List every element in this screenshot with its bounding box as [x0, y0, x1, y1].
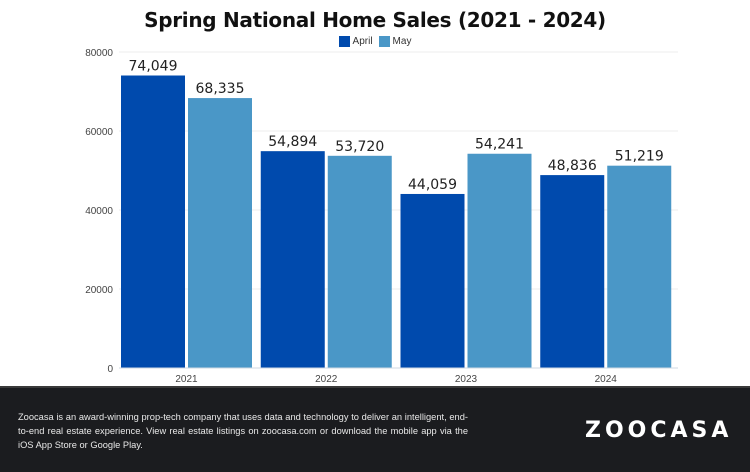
data-label: 51,219 — [615, 149, 664, 165]
footer: Zoocasa is an award-winning prop-tech co… — [0, 386, 750, 472]
y-tick-label: 60000 — [85, 127, 113, 138]
y-tick-label: 80000 — [85, 48, 113, 59]
bar-may-2021 — [188, 98, 252, 368]
legend: April May — [0, 36, 750, 47]
x-tick-label: 2021 — [175, 374, 198, 385]
legend-label-may: May — [392, 36, 412, 47]
bar-april-2022 — [260, 151, 325, 368]
data-label: 44,059 — [408, 177, 457, 193]
bar-april-2024 — [540, 175, 605, 368]
zoocasa-logo: ZOOCASA — [585, 418, 733, 443]
footer-description: Zoocasa is an award-winning prop-tech co… — [18, 412, 468, 450]
bar-april-2023 — [400, 193, 465, 368]
chart-title: Spring National Home Sales (2021 - 2024) — [144, 8, 606, 32]
data-label: 54,241 — [475, 137, 524, 153]
bar-may-2022 — [327, 155, 392, 368]
bar-may-2024 — [607, 165, 672, 368]
data-label: 53,720 — [335, 139, 384, 155]
data-label: 48,836 — [548, 158, 597, 174]
legend-swatch-may — [378, 36, 390, 47]
y-tick-label: 20000 — [85, 285, 113, 296]
x-tick-label: 2022 — [315, 374, 338, 385]
legend-item-april: April — [338, 36, 373, 47]
x-tick-label: 2023 — [455, 374, 478, 385]
legend-item-may: May — [378, 36, 412, 47]
y-tick-label: 0 — [107, 364, 113, 375]
y-tick-label: 40000 — [85, 206, 113, 217]
data-label: 74,049 — [129, 59, 178, 75]
bar-chart: 0 20000 40000 60000 80000 74,049 68,335 2021 54,… — [85, 48, 678, 385]
data-label: 68,335 — [196, 81, 245, 97]
data-label: 54,894 — [268, 134, 317, 150]
legend-label-april: April — [352, 36, 373, 47]
legend-swatch-april — [338, 36, 350, 47]
x-tick-label: 2024 — [595, 374, 618, 385]
bar-may-2023 — [467, 153, 532, 368]
bar-april-2021 — [121, 75, 185, 369]
